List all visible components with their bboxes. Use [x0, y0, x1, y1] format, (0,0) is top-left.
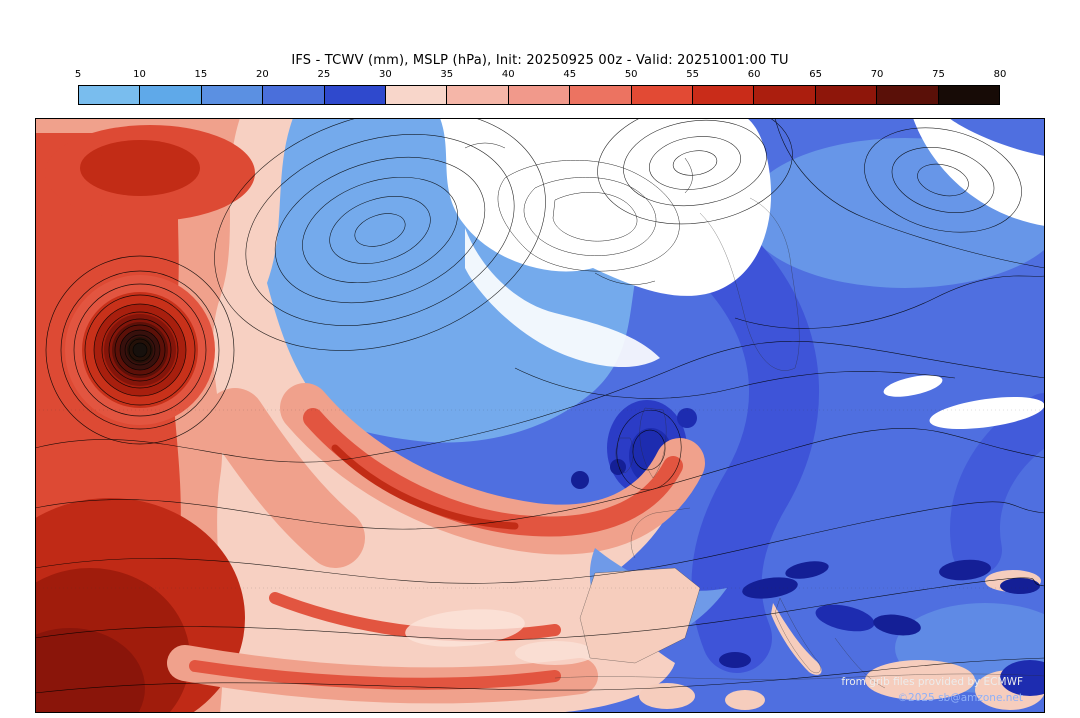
colorbar-tick-40: 40 [501, 69, 515, 80]
colorbar-segment-8 [570, 86, 632, 104]
topright-white-band [913, 118, 1045, 226]
colorbar-tick-5: 5 [74, 69, 82, 80]
atlantic-low-isobars [214, 109, 546, 351]
iberia-coastline [579, 567, 701, 664]
colorbar-segment-5 [386, 86, 448, 104]
italy-warm-patch [771, 603, 822, 675]
hurricane-isobar-rings [45, 255, 235, 445]
colorbar-tick-65: 65 [809, 69, 822, 80]
colorbar [78, 85, 1000, 105]
colorbar-segment-10 [693, 86, 755, 104]
colorbar-tick-45: 45 [563, 69, 577, 80]
northeast-low-isobars [864, 127, 1022, 233]
colorbar-segment-11 [754, 86, 816, 104]
scandinavia-coastline [699, 197, 800, 371]
britain-coastline [639, 407, 667, 479]
front-band [167, 383, 705, 704]
colorbar-segment-14 [938, 86, 1000, 104]
attribution-line2: ©2025 sb@amzone.net [898, 692, 1023, 704]
balkans-coastline [834, 637, 886, 689]
terrain-contours [464, 142, 693, 285]
colorbar-tick-50: 50 [624, 69, 638, 80]
iberia-warm-patch [580, 568, 700, 663]
colorbar-segment-0 [79, 86, 141, 104]
colorbar-segment-2 [201, 86, 264, 104]
attribution: from grib files provided by ECMWF ©2025 … [841, 676, 1023, 704]
latitude-gridlines [35, 409, 1045, 589]
colorbar-tick-60: 60 [747, 69, 761, 80]
map-border [35, 118, 1045, 713]
weather-map-svg: from grib files provided by ECMWF ©2025 … [0, 101, 1075, 718]
colorbar-tick-30: 30 [378, 69, 392, 80]
attribution-line1: from grib files provided by ECMWF [841, 676, 1023, 688]
france-coastline [630, 507, 691, 559]
colorbar-ticks: 5 10 15 20 25 30 35 40 45 50 55 60 65 70 75 80 [74, 69, 1007, 82]
colorbar-segment-4 [324, 86, 387, 104]
colorbar-tick-25: 25 [317, 69, 331, 80]
colorbar-segment-7 [508, 86, 571, 104]
coastlines [554, 197, 1046, 689]
colorbar-segment-6 [447, 86, 509, 104]
colorbar-tick-20: 20 [256, 69, 269, 80]
colorbar-tick-10: 10 [133, 69, 146, 80]
colorbar-segment-3 [263, 86, 325, 104]
colorbar-tick-80: 80 [993, 69, 1007, 80]
hurricane-vortex [65, 275, 215, 425]
colorbar-tick-55: 55 [686, 69, 700, 80]
north-africa-coastline [554, 673, 1046, 680]
mediterranean-navy-spots [719, 559, 1060, 696]
colorbar-tick-35: 35 [440, 69, 454, 80]
warm-airmass-region [0, 118, 705, 718]
colorbar-segment-1 [140, 86, 202, 104]
ireland-coastline [615, 437, 634, 474]
italy-coastline [774, 597, 821, 674]
colorbar-segment-12 [815, 86, 878, 104]
page-title: IFS - TCWV (mm), MSLP (hPa), Init: 20250… [291, 53, 789, 68]
colorbar-wrap: 5 10 15 20 25 30 35 40 45 50 55 60 65 70 75 80 [74, 69, 1007, 105]
map-area: from grib files provided by ECMWF ©2025 … [0, 101, 1075, 718]
colorbar-tick-75: 75 [932, 69, 945, 80]
colorbar-segment-13 [877, 86, 939, 104]
colorbar-segment-9 [631, 86, 694, 104]
colorbar-tick-70: 70 [870, 69, 884, 80]
colorbar-tick-15: 15 [194, 69, 208, 80]
